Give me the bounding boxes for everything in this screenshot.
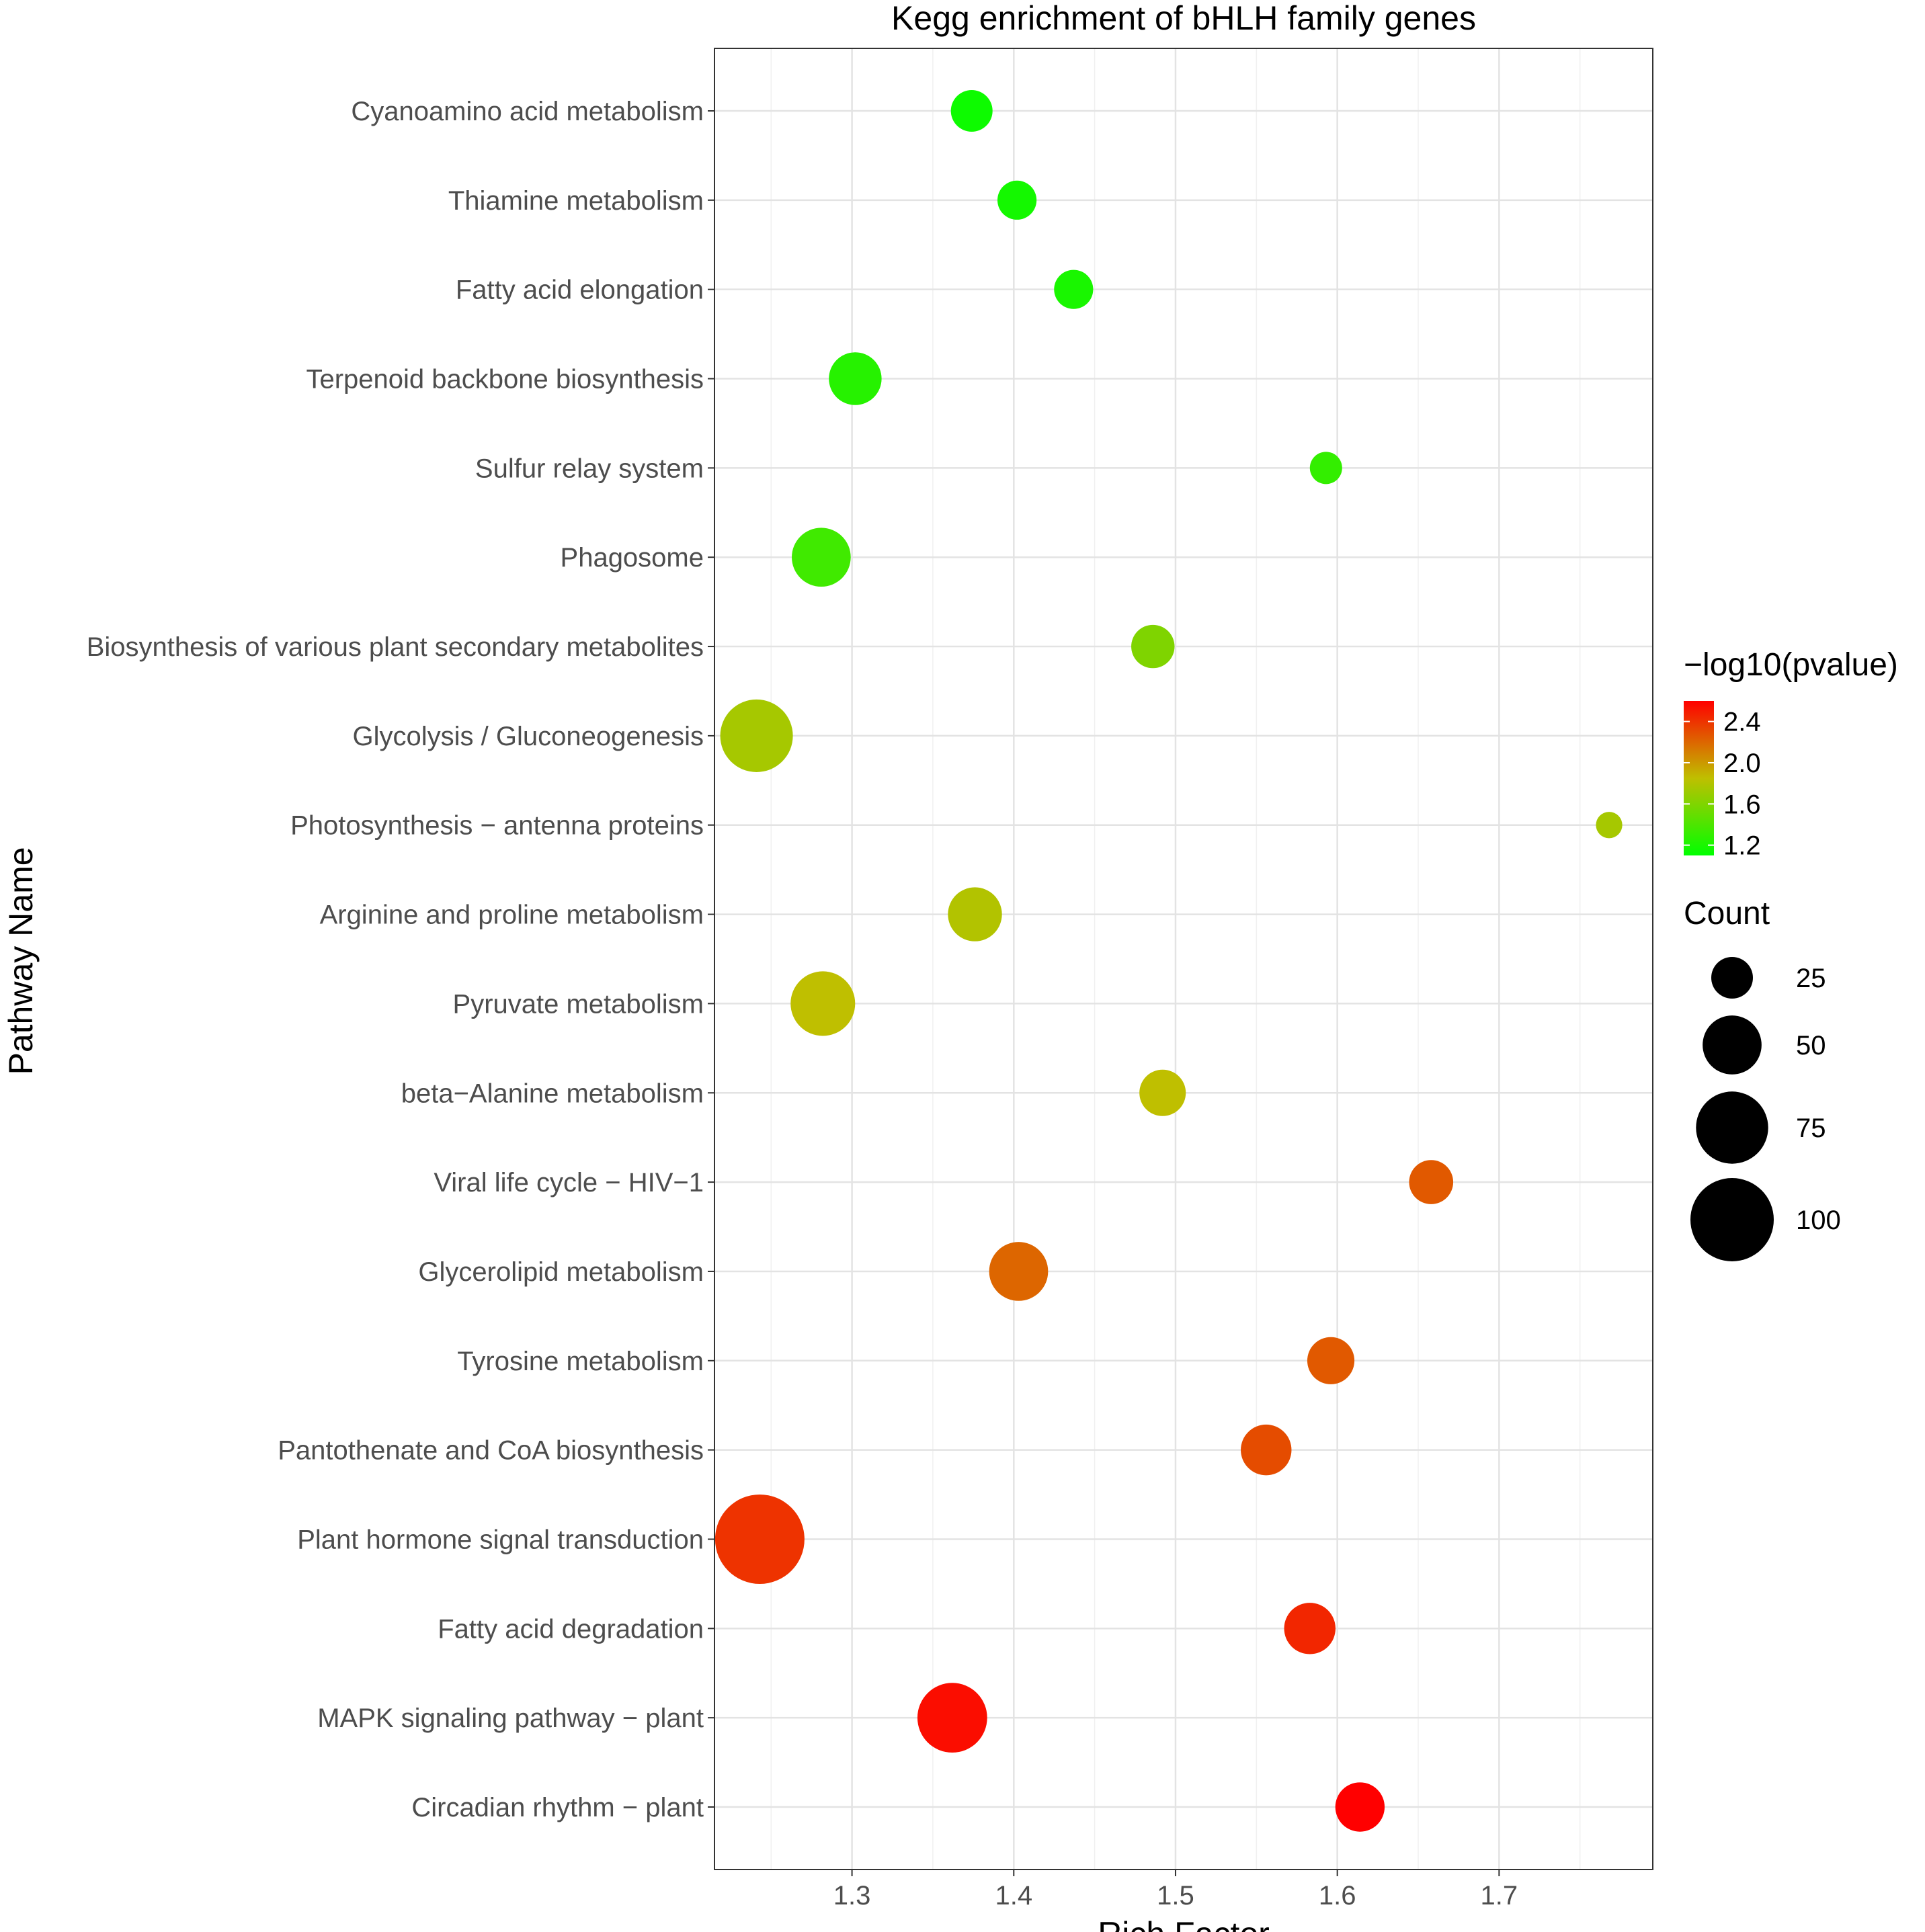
data-point [1309,452,1342,485]
y-tick-label: Thiamine metabolism [448,186,704,216]
color-bar-tick-label: 2.4 [1723,708,1761,737]
plot-border [714,48,1653,1870]
x-tick-label: 1.4 [995,1881,1032,1910]
size-legend-swatch [1703,1015,1762,1075]
color-bar-tick-label: 2.0 [1723,749,1761,778]
y-tick-label: Pyruvate metabolism [453,989,704,1019]
size-legend-swatch [1690,1178,1774,1261]
data-point [997,180,1037,220]
x-tick-label: 1.3 [833,1881,871,1910]
data-point [714,1494,805,1584]
data-point [1596,812,1623,839]
plot-area [714,48,1653,1870]
size-legend-swatch [1696,1091,1768,1164]
y-tick-label: Cyanoamino acid metabolism [351,97,704,126]
y-tick-label: beta−Alanine metabolism [401,1079,704,1108]
x-tick-label: 1.6 [1319,1881,1356,1910]
x-tick-label: 1.5 [1157,1881,1194,1910]
y-tick-label: Viral life cycle − HIV−1 [434,1168,704,1198]
y-axis-label: Pathway Name [2,847,40,1075]
size-legend-title: Count [1684,896,1770,931]
y-tick-label: Arginine and proline metabolism [320,900,704,930]
data-points [714,89,1623,1832]
y-tick-label: Plant hormone signal transduction [297,1525,704,1554]
data-point [1284,1603,1336,1654]
grid-lines [714,48,1653,1870]
data-point [1054,269,1094,309]
chart-title: Kegg enrichment of bHLH family genes [891,0,1476,37]
y-tick-label: Sulfur relay system [475,454,704,483]
data-point [917,1683,987,1753]
plot-panel [714,48,1653,1870]
data-point [950,89,993,132]
y-tick-label: Terpenoid backbone biosynthesis [306,365,704,394]
y-tick-label: Phagosome [561,543,704,573]
x-axis-ticks: 1.3 1.4 1.5 1.6 1.7 [833,1870,1518,1910]
color-bar-tick-label: 1.6 [1723,790,1761,819]
y-tick-label: Circadian rhythm − plant [411,1793,704,1822]
y-tick-label: Photosynthesis − antenna proteins [290,811,704,841]
data-point [1241,1424,1292,1476]
data-point [1335,1782,1385,1832]
color-bar [1684,701,1714,855]
data-point [1307,1337,1355,1384]
color-bar-ticks: 2.4 2.0 1.6 1.2 [1684,708,1761,861]
y-tick-label: Tyrosine metabolism [457,1347,704,1376]
size-legend-swatch [1711,957,1753,999]
size-legend-items: 25 50 75 100 [1690,957,1841,1261]
y-tick-label: MAPK signaling pathway − plant [317,1704,704,1733]
y-tick-label: Fatty acid elongation [456,276,704,305]
y-tick-label: Glycolysis / Gluconeogenesis [353,722,704,751]
x-axis-label: Rich Factor [1098,1915,1270,1932]
data-point [1131,624,1175,669]
data-point [1409,1160,1454,1204]
y-axis-ticks: Cyanoamino acid metabolism Thiamine metab… [87,97,714,1822]
data-point [989,1242,1049,1301]
y-tick-label: Pantothenate and CoA biosynthesis [278,1436,704,1466]
color-legend-title: −log10(pvalue) [1684,647,1898,683]
size-legend-label: 25 [1796,964,1826,993]
size-legend: Count 25 50 75 100 [1684,896,1841,1261]
size-legend-label: 50 [1796,1031,1826,1060]
data-point [720,699,793,772]
color-legend: −log10(pvalue) 2.4 2.0 1.6 1.2 [1684,647,1898,861]
y-tick-label: Fatty acid degradation [438,1614,704,1644]
y-tick-label: Glycerolipid metabolism [418,1257,704,1287]
data-point [948,887,1002,941]
data-point [829,352,882,405]
size-legend-label: 100 [1796,1206,1841,1235]
color-bar-tick-label: 1.2 [1723,831,1761,861]
x-tick-label: 1.7 [1481,1881,1518,1910]
data-point [1139,1069,1186,1116]
data-point [790,971,856,1036]
y-tick-label: Biosynthesis of various plant secondary … [87,632,704,662]
size-legend-label: 75 [1796,1114,1826,1143]
data-point [792,528,851,587]
